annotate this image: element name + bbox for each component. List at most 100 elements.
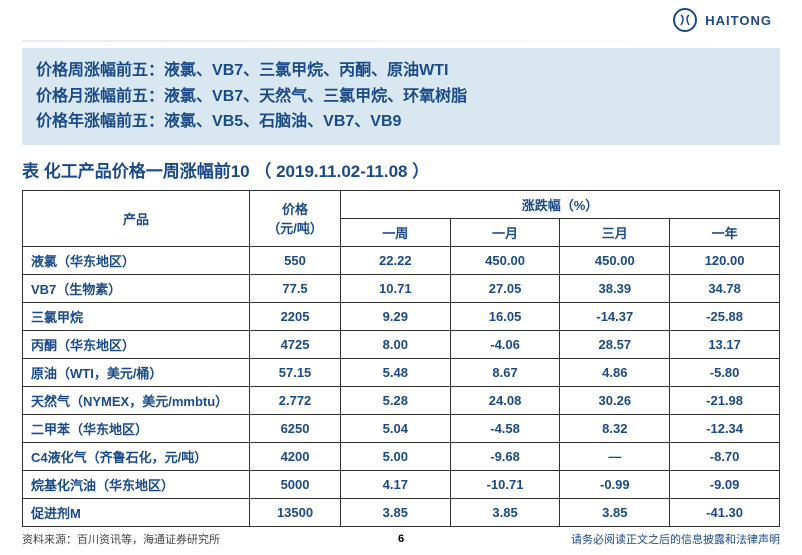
table-row: 烷基化汽油（华东地区）50004.17-10.71-0.99-9.09 (23, 470, 780, 498)
cell-week: 5.48 (340, 358, 450, 386)
cell-price: 6250 (250, 414, 341, 442)
cell-quarter: 3.85 (560, 498, 670, 526)
price-table: 产品 价格 （元/吨） 涨跌幅（%） 一周 一月 三月 一年 液氯（华东地区）5… (22, 190, 780, 527)
cell-product: 天然气（NYMEX，美元/mmbtu） (23, 386, 250, 414)
cell-quarter: 28.57 (560, 330, 670, 358)
cell-product: 三氯甲烷 (23, 302, 250, 330)
table-row: 三氯甲烷22059.2916.05-14.37-25.88 (23, 302, 780, 330)
cell-year: -12.34 (670, 414, 780, 442)
table-row: C4液化气（齐鲁石化，元/吨）42005.00-9.68—-8.70 (23, 442, 780, 470)
cell-month: 24.08 (450, 386, 560, 414)
table-row: 促进剂M135003.853.853.85-41.30 (23, 498, 780, 526)
cell-year: -21.98 (670, 386, 780, 414)
cell-month: 27.05 (450, 274, 560, 302)
footer: 资料来源：百川资讯等，海通证券研究所 6 请务必阅读正文之后的信息披露和法律声明 (22, 531, 780, 547)
cell-year: -25.88 (670, 302, 780, 330)
cell-week: 5.04 (340, 414, 450, 442)
table-row: 二甲苯（华东地区）62505.04-4.588.32-12.34 (23, 414, 780, 442)
cell-product: 原油（WTI，美元/桶） (23, 358, 250, 386)
footer-page: 6 (398, 533, 404, 545)
table-header-row-1: 产品 价格 （元/吨） 涨跌幅（%） (23, 190, 780, 218)
cell-product: 液氯（华东地区） (23, 246, 250, 274)
cell-quarter: — (560, 442, 670, 470)
cell-quarter: 450.00 (560, 246, 670, 274)
cell-year: -9.09 (670, 470, 780, 498)
cell-week: 9.29 (340, 302, 450, 330)
footer-source: 资料来源：百川资讯等，海通证券研究所 (22, 531, 220, 547)
cell-price: 57.15 (250, 358, 341, 386)
highlight-month-label: 价格月涨幅前五： (36, 88, 164, 105)
cell-month: -4.06 (450, 330, 560, 358)
cell-year: -5.80 (670, 358, 780, 386)
cell-product: 烷基化汽油（华东地区） (23, 470, 250, 498)
cell-quarter: 8.32 (560, 414, 670, 442)
cell-week: 22.22 (340, 246, 450, 274)
table-title: 表 化工产品价格一周涨幅前10 （ 2019.11.02-11.08 ） (22, 157, 780, 182)
cell-month: -4.58 (450, 414, 560, 442)
cell-product: 二甲苯（华东地区） (23, 414, 250, 442)
col-year: 一年 (670, 218, 780, 246)
cell-product: 促进剂M (23, 498, 250, 526)
price-table-wrap: 产品 价格 （元/吨） 涨跌幅（%） 一周 一月 三月 一年 液氯（华东地区）5… (22, 190, 780, 527)
cell-price: 13500 (250, 498, 341, 526)
col-price: 价格 （元/吨） (250, 190, 341, 246)
footer-disclaimer: 请务必阅读正文之后的信息披露和法律声明 (571, 531, 780, 547)
cell-year: -8.70 (670, 442, 780, 470)
cell-month: -10.71 (450, 470, 560, 498)
table-body: 液氯（华东地区）55022.22450.00450.00120.00VB7（生物… (23, 246, 780, 526)
table-row: 原油（WTI，美元/桶）57.155.488.674.86-5.80 (23, 358, 780, 386)
col-quarter: 三月 (560, 218, 670, 246)
highlight-month-items: 液氯、VB7、天然气、三氯甲烷、环氧树脂 (164, 88, 467, 105)
brand-name: HAITONG (705, 13, 772, 28)
highlight-week-items: 液氯、VB7、三氯甲烷、丙酮、原油WTI (164, 62, 448, 79)
highlight-year: 价格年涨幅前五：液氯、VB5、石脑油、VB7、VB9 (36, 109, 766, 135)
cell-month: -9.68 (450, 442, 560, 470)
cell-week: 5.28 (340, 386, 450, 414)
cell-quarter: 4.86 (560, 358, 670, 386)
highlight-year-label: 价格年涨幅前五： (36, 113, 164, 130)
cell-price: 4725 (250, 330, 341, 358)
col-month: 一月 (450, 218, 560, 246)
cell-month: 3.85 (450, 498, 560, 526)
cell-price: 4200 (250, 442, 341, 470)
cell-month: 16.05 (450, 302, 560, 330)
header-separator (22, 40, 780, 42)
highlight-week-label: 价格周涨幅前五： (36, 62, 164, 79)
col-product: 产品 (23, 190, 250, 246)
cell-week: 3.85 (340, 498, 450, 526)
cell-year: 120.00 (670, 246, 780, 274)
highlights-box: 价格周涨幅前五：液氯、VB7、三氯甲烷、丙酮、原油WTI 价格月涨幅前五：液氯、… (22, 48, 780, 145)
cell-year: -41.30 (670, 498, 780, 526)
header-bar: HAITONG (0, 0, 802, 40)
logo-icon (673, 8, 697, 32)
cell-price: 2205 (250, 302, 341, 330)
cell-quarter: 30.26 (560, 386, 670, 414)
cell-year: 13.17 (670, 330, 780, 358)
cell-quarter: 38.39 (560, 274, 670, 302)
cell-quarter: -14.37 (560, 302, 670, 330)
cell-week: 5.00 (340, 442, 450, 470)
cell-price: 77.5 (250, 274, 341, 302)
cell-month: 450.00 (450, 246, 560, 274)
highlight-year-items: 液氯、VB5、石脑油、VB7、VB9 (164, 113, 401, 130)
cell-year: 34.78 (670, 274, 780, 302)
cell-product: C4液化气（齐鲁石化，元/吨） (23, 442, 250, 470)
cell-price: 550 (250, 246, 341, 274)
col-change-group: 涨跌幅（%） (340, 190, 779, 218)
cell-week: 4.17 (340, 470, 450, 498)
cell-product: VB7（生物素） (23, 274, 250, 302)
cell-week: 10.71 (340, 274, 450, 302)
cell-price: 5000 (250, 470, 341, 498)
table-row: 天然气（NYMEX，美元/mmbtu）2.7725.2824.0830.26-2… (23, 386, 780, 414)
table-row: 液氯（华东地区）55022.22450.00450.00120.00 (23, 246, 780, 274)
col-week: 一周 (340, 218, 450, 246)
highlight-month: 价格月涨幅前五：液氯、VB7、天然气、三氯甲烷、环氧树脂 (36, 84, 766, 110)
cell-price: 2.772 (250, 386, 341, 414)
cell-month: 8.67 (450, 358, 560, 386)
cell-product: 丙酮（华东地区） (23, 330, 250, 358)
table-row: VB7（生物素）77.510.7127.0538.3934.78 (23, 274, 780, 302)
highlight-week: 价格周涨幅前五：液氯、VB7、三氯甲烷、丙酮、原油WTI (36, 58, 766, 84)
table-row: 丙酮（华东地区）47258.00-4.0628.5713.17 (23, 330, 780, 358)
cell-week: 8.00 (340, 330, 450, 358)
cell-quarter: -0.99 (560, 470, 670, 498)
